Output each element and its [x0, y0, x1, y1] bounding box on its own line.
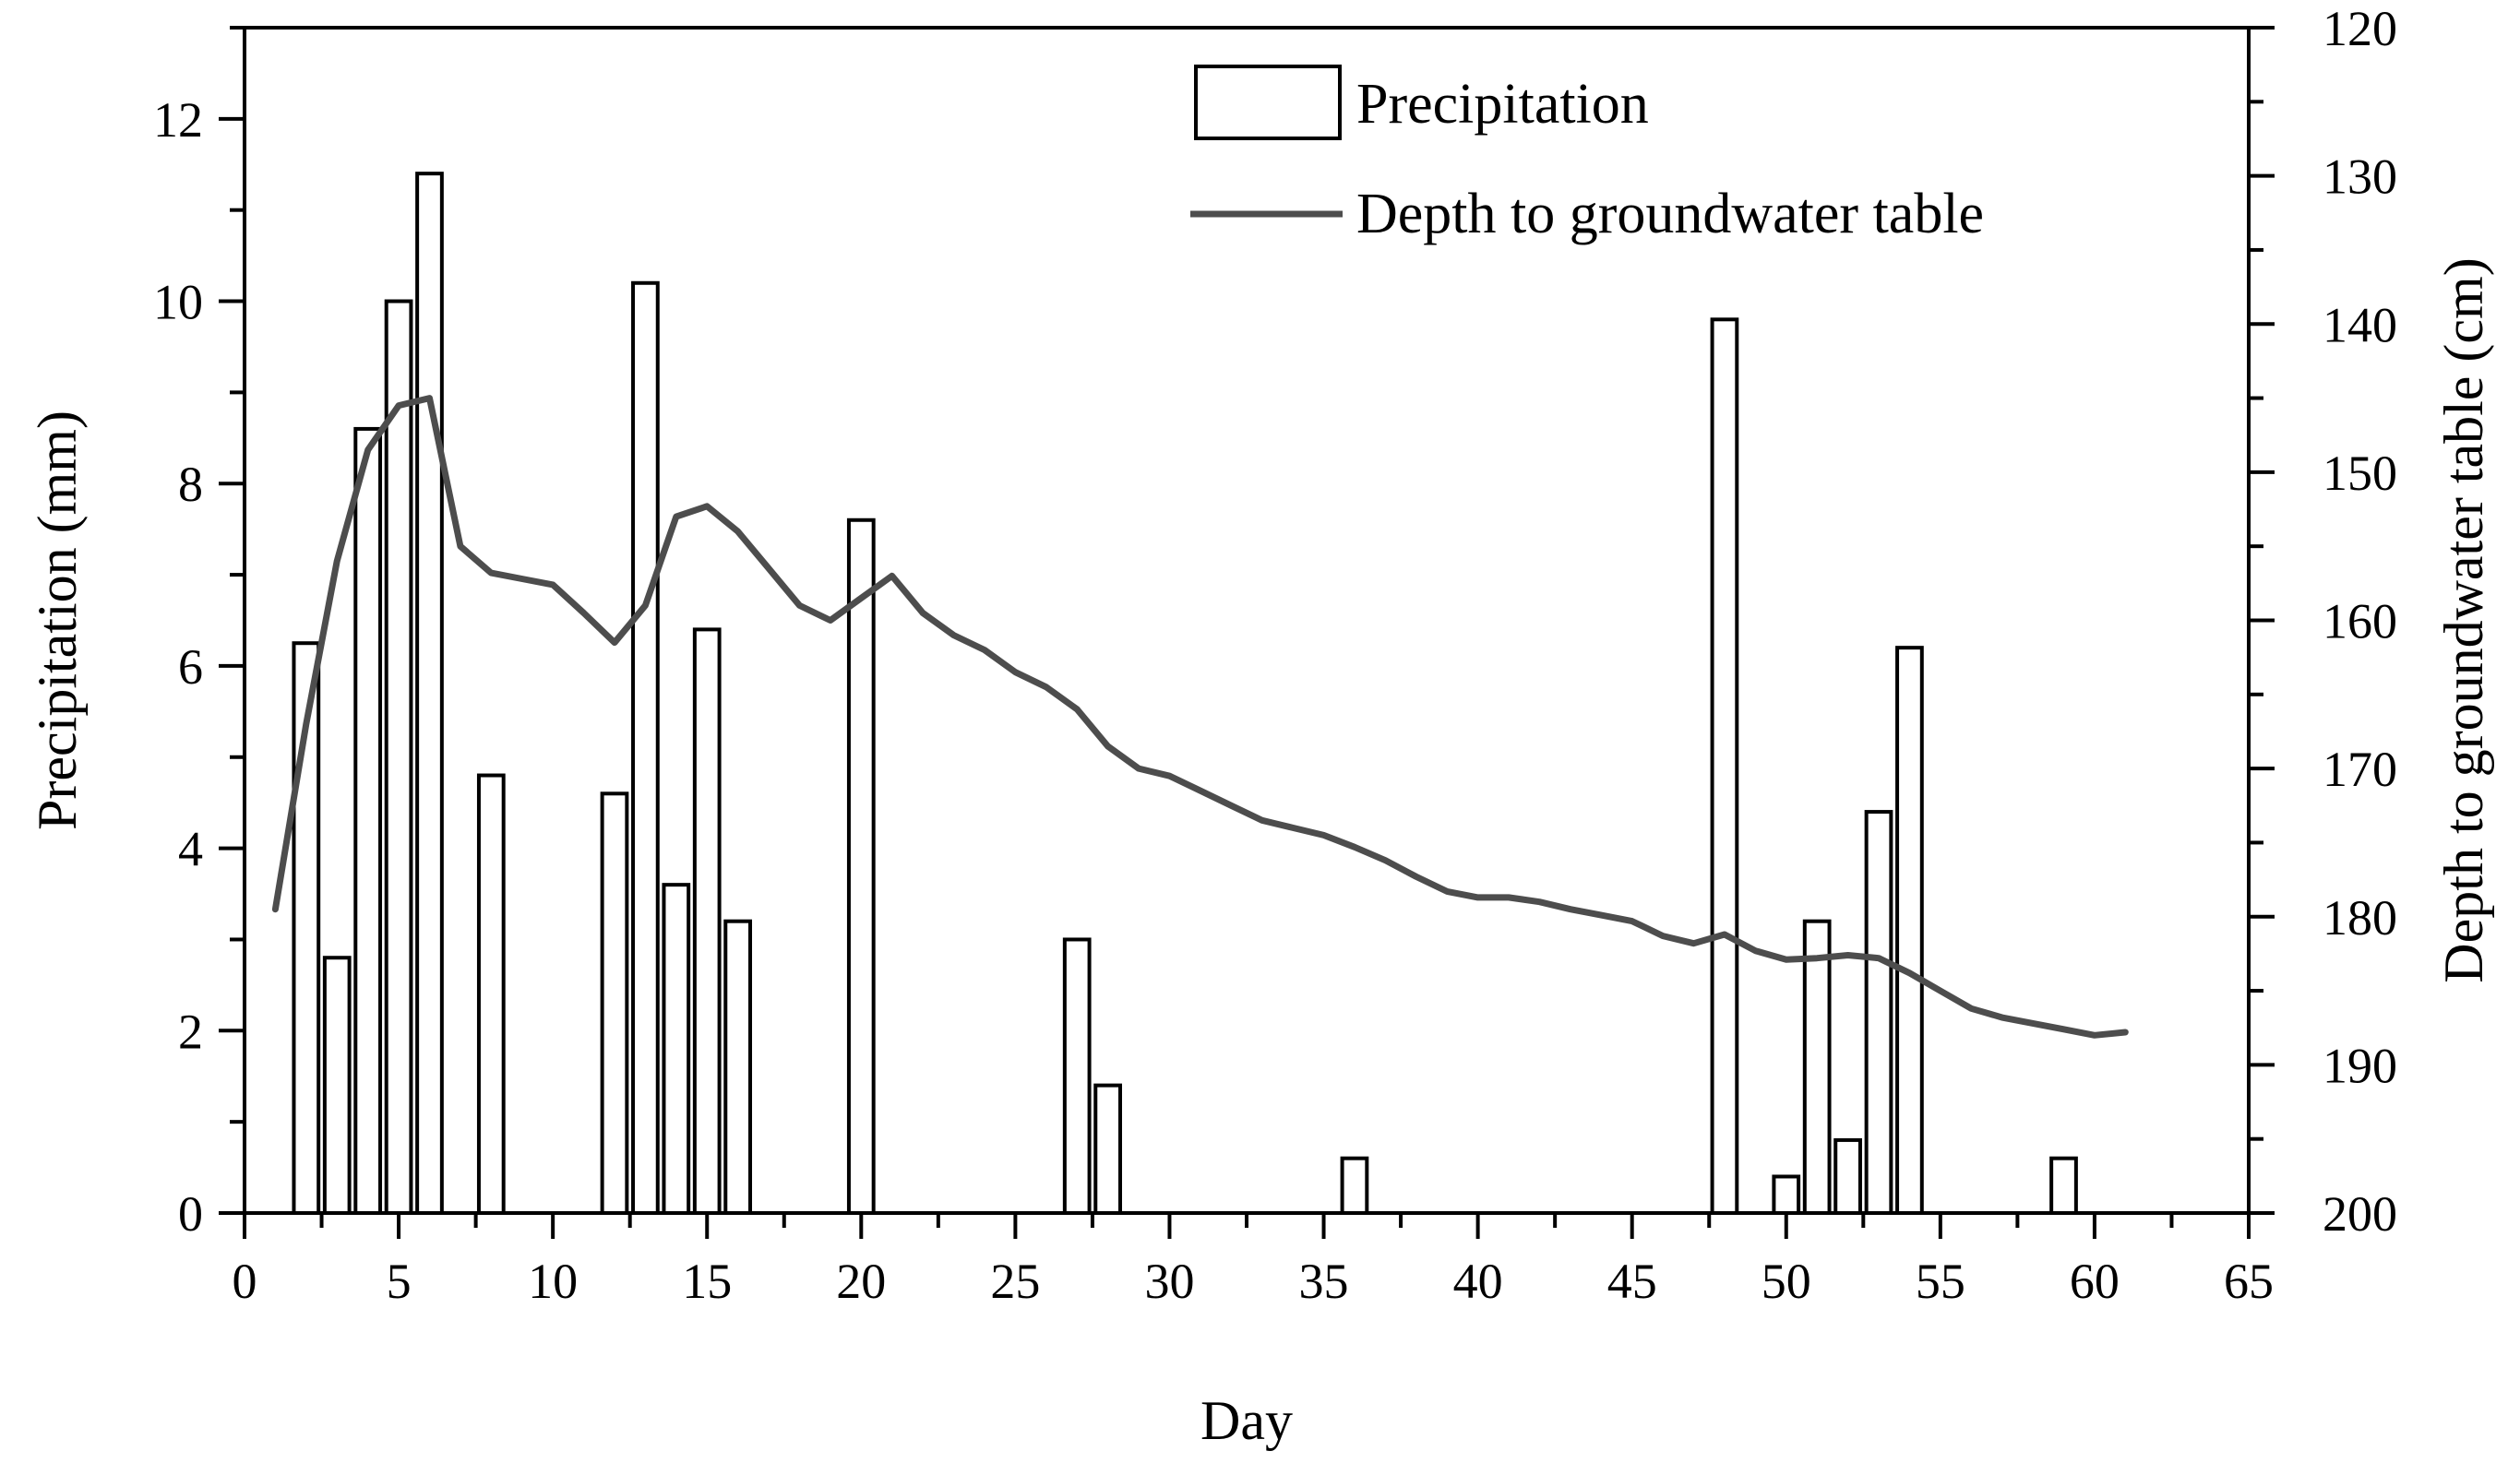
precipitation-bar — [1340, 1156, 1369, 1215]
left-y-tick-label: 2 — [178, 1004, 203, 1059]
precipitation-bar — [1802, 919, 1832, 1215]
x-tick-label: 15 — [682, 1254, 732, 1309]
x-tick-label: 55 — [1916, 1254, 1965, 1309]
x-tick-label: 30 — [1144, 1254, 1194, 1309]
right-y-tick-label: 160 — [2323, 594, 2397, 649]
legend: Precipitation Depth to groundwater table — [1190, 65, 1984, 245]
precipitation-bar — [846, 517, 876, 1215]
right-y-tick-label: 200 — [2323, 1186, 2397, 1242]
precipitation-bar — [1895, 646, 1924, 1215]
precipitation-bar — [600, 791, 629, 1215]
precipitation-bar — [692, 627, 722, 1215]
left-y-tick-label: 12 — [153, 92, 203, 148]
x-tick-label: 60 — [2070, 1254, 2120, 1309]
x-axis-title: Day — [1200, 1390, 1293, 1451]
right-y-axis-title: Depth to groundwater table (cm) — [2433, 257, 2494, 982]
axes: 0 5 10 15 20 25 30 35 40 45 50 55 60 65 0 2 4 6 8 10 12 120 13… — [153, 1, 2397, 1309]
right-y-tick-label: 120 — [2323, 1, 2397, 56]
precipitation-bar — [1093, 1083, 1122, 1215]
legend-groundwater-label: Depth to groundwater table — [1356, 183, 1984, 245]
precipitation-bar — [1864, 810, 1893, 1215]
x-tick-label: 45 — [1607, 1254, 1657, 1309]
groundwater-depth-line — [271, 395, 2129, 1039]
x-tick-label: 0 — [233, 1254, 257, 1309]
right-y-tick-label: 150 — [2323, 446, 2397, 501]
x-tick-label: 65 — [2224, 1254, 2274, 1309]
left-y-axis-title: Precipitation (mm) — [27, 410, 88, 830]
right-y-tick-label: 170 — [2323, 742, 2397, 797]
precipitation-bar — [353, 426, 383, 1215]
right-y-tick-label: 190 — [2323, 1038, 2397, 1093]
left-y-tick-label: 10 — [153, 275, 203, 330]
precipitation-bar — [384, 299, 413, 1215]
left-y-tick-label: 8 — [178, 457, 203, 512]
precipitation-bar — [415, 172, 444, 1216]
precipitation-bar — [1833, 1137, 1862, 1216]
right-y-tick-label: 130 — [2323, 149, 2397, 205]
x-tick-label: 35 — [1299, 1254, 1349, 1309]
precipitation-bar — [1062, 937, 1092, 1215]
groundwater-line-layer — [271, 395, 2129, 1039]
x-tick-label: 25 — [990, 1254, 1040, 1309]
legend-precipitation-label: Precipitation — [1356, 73, 1649, 136]
left-y-tick-label: 6 — [178, 639, 203, 695]
left-y-tick-label: 4 — [178, 822, 203, 877]
precipitation-bar — [322, 956, 352, 1215]
legend-precipitation-swatch — [1194, 65, 1342, 140]
right-y-tick-label: 180 — [2323, 890, 2397, 946]
precipitation-bar — [631, 280, 660, 1215]
precipitation-bar — [723, 919, 753, 1215]
right-y-tick-label: 140 — [2323, 297, 2397, 352]
x-tick-label: 40 — [1453, 1254, 1503, 1309]
precipitation-bar — [1772, 1174, 1801, 1216]
x-tick-label: 10 — [528, 1254, 578, 1309]
x-tick-label: 50 — [1762, 1254, 1811, 1309]
x-tick-label: 5 — [387, 1254, 412, 1309]
precipitation-bar — [476, 773, 506, 1215]
precipitation-bar — [662, 883, 691, 1216]
precipitation-bar — [1710, 317, 1739, 1215]
precipitation-bars — [292, 172, 2078, 1216]
left-y-tick-label: 0 — [178, 1186, 203, 1242]
precipitation-bar — [2049, 1156, 2078, 1215]
x-tick-label: 20 — [836, 1254, 886, 1309]
